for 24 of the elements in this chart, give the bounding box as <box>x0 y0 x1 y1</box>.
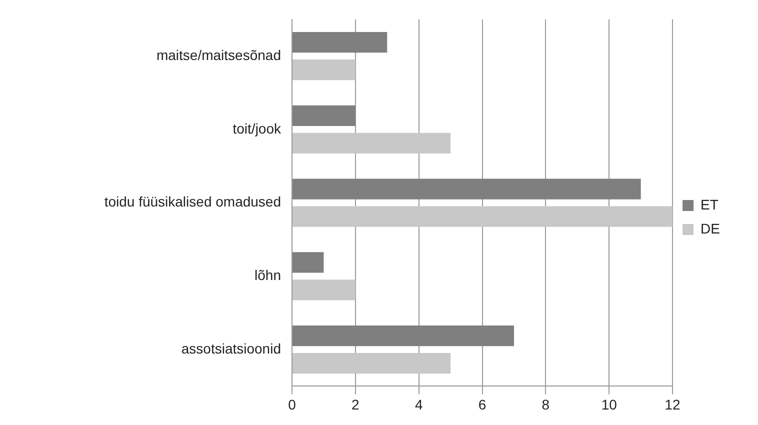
x-tick-label: 8 <box>542 396 550 412</box>
bar <box>292 60 356 80</box>
x-tick-label: 4 <box>414 396 423 412</box>
x-tick-label: 2 <box>352 396 360 412</box>
bar <box>292 206 673 227</box>
bar <box>292 32 388 53</box>
y-tick-label: toit/jook <box>232 120 282 136</box>
x-tick-label: 12 <box>664 396 681 412</box>
bar <box>292 105 356 126</box>
y-tick-label: maitse/maitsesõnad <box>156 46 281 63</box>
bar <box>292 280 356 300</box>
bar <box>292 132 451 154</box>
x-tick-label: 0 <box>288 396 296 412</box>
y-tick-label: toidu füüsikalised omadused <box>104 194 281 210</box>
bar <box>292 325 514 346</box>
legend-label: DE <box>700 220 720 236</box>
y-tick-label: assotsiatsioonid <box>181 340 281 356</box>
x-tick-label: 6 <box>478 396 486 412</box>
bar <box>292 352 451 374</box>
y-tick-label: lõhn <box>254 267 281 284</box>
legend-label: ET <box>700 196 719 212</box>
x-tick-label: 10 <box>601 396 618 412</box>
bar <box>292 178 641 200</box>
bar <box>292 252 324 273</box>
